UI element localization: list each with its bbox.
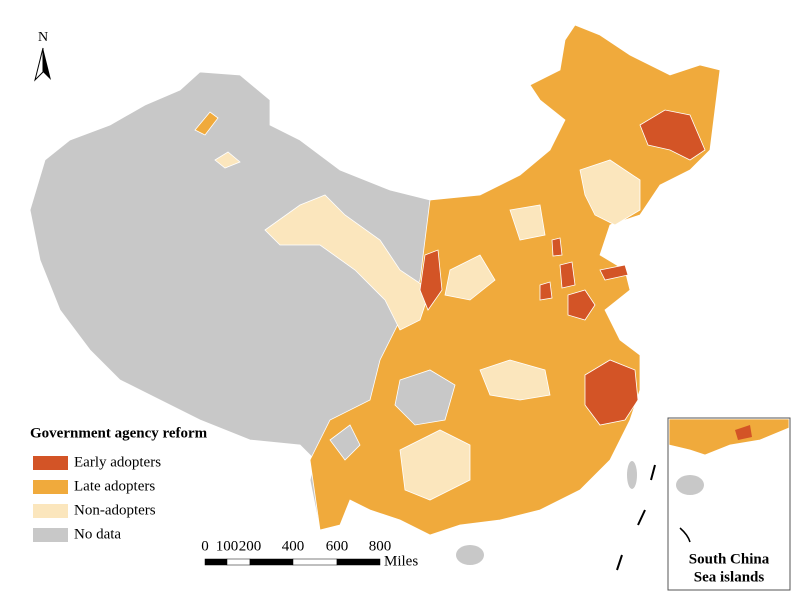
region (264, 194, 431, 331)
north-label: N (38, 30, 48, 45)
region (599, 264, 629, 281)
legend-swatch (33, 456, 68, 470)
scale-unit: Miles (384, 553, 418, 569)
legend-swatch (33, 480, 68, 494)
region (419, 249, 443, 311)
island (676, 475, 704, 495)
scale-label: 600 (326, 538, 349, 554)
legend-swatch (33, 504, 68, 518)
region (551, 237, 563, 257)
region (394, 369, 456, 426)
scale-label: 400 (282, 538, 305, 554)
scale-segment (204, 558, 228, 566)
legend-label: Non-adopters (74, 502, 156, 518)
region (444, 254, 496, 301)
island (456, 545, 484, 565)
legend-title: Government agency reform (30, 425, 208, 441)
scale-segment (292, 558, 338, 566)
scale-label: 0 (201, 538, 209, 554)
region (539, 281, 553, 301)
inset-label: Sea islands (694, 569, 765, 585)
region (479, 359, 551, 401)
legend-label: Late adopters (74, 478, 155, 494)
inset-label: South China (689, 551, 770, 567)
scale-label: 100 (216, 538, 239, 554)
region (559, 261, 576, 289)
region (509, 204, 546, 241)
region (639, 109, 706, 161)
north-arrow (43, 48, 51, 80)
scale-label: 200 (239, 538, 262, 554)
region (735, 425, 752, 440)
region (399, 429, 471, 501)
region (329, 424, 361, 461)
region (579, 159, 641, 226)
legend: Early adopters Late adopters Non-adopters N… (33, 454, 161, 542)
region (584, 359, 639, 426)
scale-segment (249, 558, 294, 566)
legend-label: Early adopters (74, 454, 161, 470)
region (194, 111, 219, 136)
boundary-dash (679, 527, 691, 543)
boundary-dash (616, 464, 656, 571)
scale-label: 800 (369, 538, 392, 554)
island (627, 461, 637, 489)
legend-swatch (33, 528, 68, 542)
legend-label: No data (74, 526, 121, 542)
region (567, 289, 596, 321)
north-arrow (34, 47, 44, 82)
scale-segment (336, 558, 381, 566)
region (214, 151, 241, 169)
scale-segment (226, 558, 251, 566)
region (668, 418, 790, 456)
